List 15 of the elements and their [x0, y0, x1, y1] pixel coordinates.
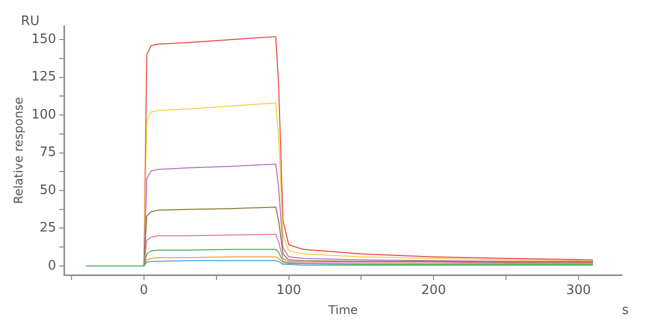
y-tick-label: 100 [31, 107, 56, 122]
x-tick-label: 100 [276, 283, 302, 298]
y-tick-label: 50 [40, 182, 56, 198]
x-tick-label: 200 [421, 283, 446, 298]
y-tick-label: 75 [40, 145, 56, 160]
y-tick-label: 125 [31, 70, 56, 85]
y-axis-title: Relative response [11, 97, 26, 204]
text: s [622, 302, 629, 318]
y-tick-label: 25 [40, 220, 56, 236]
y-tick-label: 150 [31, 32, 56, 47]
x-tick-label: 0 [140, 283, 148, 298]
x-axis-title: Time [327, 302, 358, 317]
x-tick-label: 300 [566, 283, 591, 298]
text: RU [20, 14, 40, 29]
y-tick-label: 0 [48, 258, 56, 274]
